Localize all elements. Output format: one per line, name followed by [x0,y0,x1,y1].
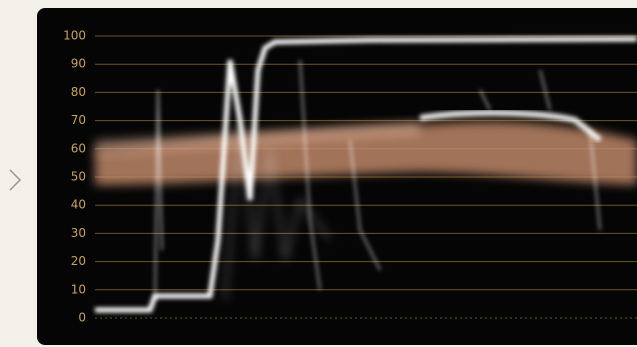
scale-label: 10 [71,282,86,296]
chevron-icon[interactable] [10,170,20,190]
scale-label: 30 [71,226,86,240]
scale-label: 50 [71,170,86,184]
scale-label: 20 [71,254,86,268]
waveform-monitor: 0 10 20 30 40 50 60 70 80 90 100 [0,0,637,347]
scale-label: 40 [71,198,86,212]
scale-label: 0 [78,311,86,325]
scale-label: 80 [71,85,86,99]
scale-label: 60 [71,141,86,155]
scale-label: 70 [71,113,86,127]
page: {"scope": {"yticks": [0, 10, 20, 30, 40,… [0,0,637,347]
scale-label: 90 [71,57,86,71]
scale-label: 100 [63,29,86,43]
